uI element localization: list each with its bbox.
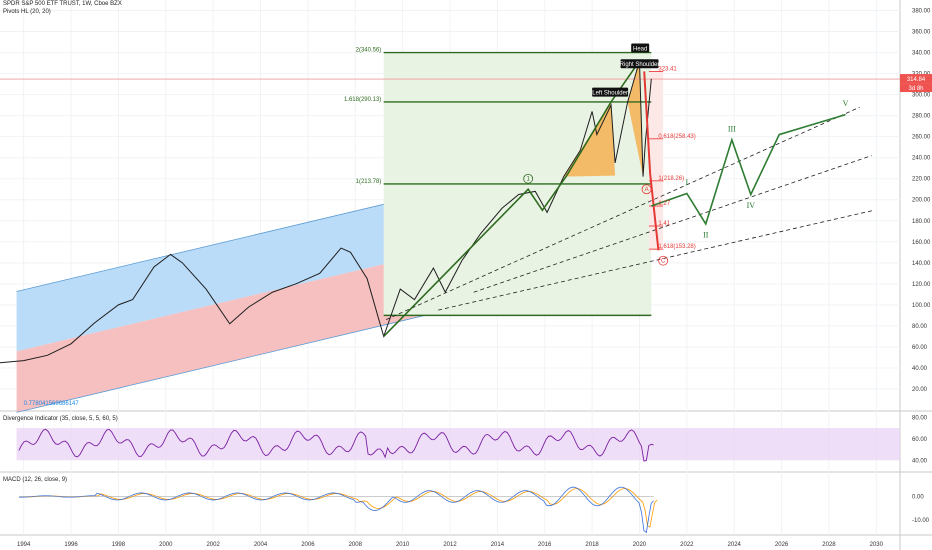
x-tick-label: 2020 [633,542,647,548]
x-tick-label: 2016 [538,542,552,548]
price-tag: 314.84 [907,77,926,83]
y-tick-label: 120.00 [912,282,931,288]
right-shoulder-label: Right Shoulder [620,62,660,68]
head-label: Head [633,46,647,52]
right-shoulder-label-bg [620,59,659,69]
divergence-band [16,428,901,461]
corr-label-0618: 0.618(258.43) [658,134,695,140]
y-tick-label: 20.00 [912,387,928,393]
countdown-tag: 3d 8h [908,86,923,92]
wave-c-label-circle [658,255,669,266]
channel-low-label: 0.778041569686147 [24,401,80,407]
wave-a-label: A [645,187,649,193]
x-tick-label: 2002 [206,542,220,548]
price-tag-bg [900,74,932,84]
y-tick-label: 80.00 [912,324,928,330]
divergence-panel-label: Divergence Indicator (35, close, 5, 5, 6… [3,416,118,422]
y-tick-label: 140.00 [912,261,931,267]
wave-iv-label: IV [747,201,756,210]
fib-label-1618: 1.618(290.13) [344,97,381,103]
divergence-tick-label: 40.00 [912,458,928,464]
divergence-tick-label: 60.00 [912,437,928,443]
macd-panel-label: MACD (12, 26, close, 9) [3,477,68,483]
projected-wave-line [651,113,846,226]
x-tick-label: 2012 [443,542,457,548]
x-tick-label: 2006 [301,542,315,548]
x-tick-label: 2018 [585,542,599,548]
y-tick-label: 100.00 [912,303,931,309]
y-tick-label: 200.00 [912,198,931,204]
macd-tick-label: 0.00 [912,494,924,500]
corr-label-141: 1.41 [658,221,670,227]
y-tick-label: 260.00 [912,135,931,141]
wave-i-label: I [686,178,689,187]
x-tick-label: 1996 [64,542,78,548]
wave-v-label: V [843,99,849,108]
y-tick-label: 40.00 [912,366,928,372]
macd-signal-line [22,488,658,528]
wave-1-label: 1 [526,177,530,183]
x-tick-label: 2026 [775,542,789,548]
y-tick-label: 240.00 [912,156,931,162]
y-tick-label: 340.00 [912,51,931,57]
trendline-lower [438,209,875,311]
x-tick-label: 2022 [680,542,694,548]
x-tick-label: 1994 [17,542,31,548]
countdown-tag-bg [900,83,932,93]
trendline-upper [385,106,860,320]
price-line [0,60,652,364]
divergence-line [18,428,654,462]
x-tick-label: 2014 [491,542,505,548]
x-tick-label: 2000 [159,542,173,548]
wave-iii-label: III [728,124,736,133]
x-tick-label: 2028 [822,542,836,548]
y-tick-label: 160.00 [912,240,931,246]
corr-label-127: 1.27 [658,201,670,207]
x-tick-label: 2004 [254,542,268,548]
y-tick-label: 60.00 [912,345,928,351]
head-label-bg [631,43,650,53]
y-tick-label: 380.00 [912,9,931,15]
fib-label-2: 2(340.56) [356,48,382,54]
y-tick-label: 280.00 [912,114,931,120]
y-tick-label: 300.00 [912,93,931,99]
macd-line [18,486,654,534]
correction-wave-line [643,71,660,251]
y-tick-label: 180.00 [912,219,931,225]
wave-a-label-circle [641,184,652,195]
chart-title: SPDR S&P 500 ETF TRUST, 1W, Cboe BZX [3,1,122,7]
left-shoulder-label-bg [592,87,629,97]
corr-label-1618: 1.618(153.28) [658,244,695,250]
indicator-pivots-label: Pivots HL (20, 20) [3,9,51,15]
left-shoulder-label: Left Shoulder [592,91,628,97]
x-tick-label: 2030 [870,542,884,548]
y-tick-label: 220.00 [912,177,931,183]
y-tick-label: 360.00 [912,30,931,36]
corr-label-high: 323.41 [658,66,677,72]
divergence-tick-label: 80.00 [912,415,928,421]
corr-label-1: 1(218.26) [658,176,684,182]
wave-c-label: C [661,259,666,265]
x-tick-label: 2008 [349,542,363,548]
macd-tick-label: -10.00 [912,518,930,524]
wave-ii-label: II [703,231,709,240]
wave-1-label-circle [523,173,534,184]
x-tick-label: 2010 [396,542,410,548]
trendline-middle [473,155,872,293]
x-tick-label: 2024 [728,542,742,548]
fib-label-1: 1(213.78) [356,179,382,185]
x-tick-label: 1998 [112,542,126,548]
